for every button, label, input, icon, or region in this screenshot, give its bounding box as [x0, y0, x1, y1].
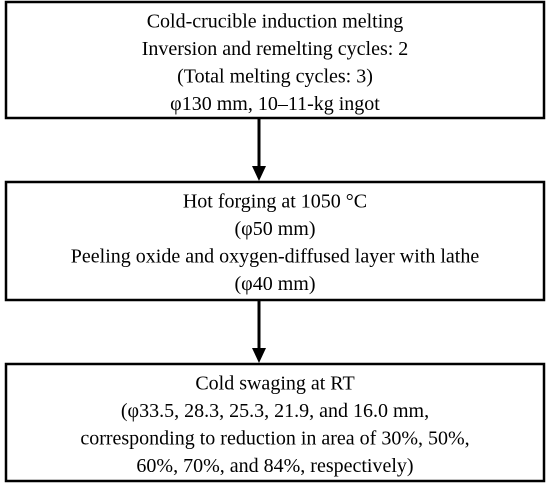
node-text: (Total melting cycles: 3): [177, 66, 373, 88]
arrowhead: [252, 348, 266, 363]
node-text: corresponding to reduction in area of 30…: [80, 428, 469, 450]
node-text: (φ40 mm): [235, 273, 316, 295]
node-text: Cold swaging at RT: [195, 373, 354, 395]
node-text: (φ33.5, 28.3, 25.3, 21.9, and 16.0 mm,: [121, 400, 429, 422]
box: [4, 180, 546, 302]
node-text: Peeling oxide and oxygen-diffused layer …: [71, 246, 480, 268]
node-text: Cold-crucible induction melting: [147, 11, 404, 33]
node-text: Hot forging at 1050 °C: [183, 191, 367, 213]
arrowhead: [252, 166, 266, 181]
box: [4, 0, 546, 120]
node-text: φ130 mm, 10–11-kg ingot: [170, 93, 380, 115]
node-text: 60%, 70%, and 84%, respectively): [136, 455, 413, 477]
node-text: (φ50 mm): [235, 218, 316, 240]
box: [4, 362, 546, 483]
node-text: Inversion and remelting cycles: 2: [142, 38, 409, 60]
